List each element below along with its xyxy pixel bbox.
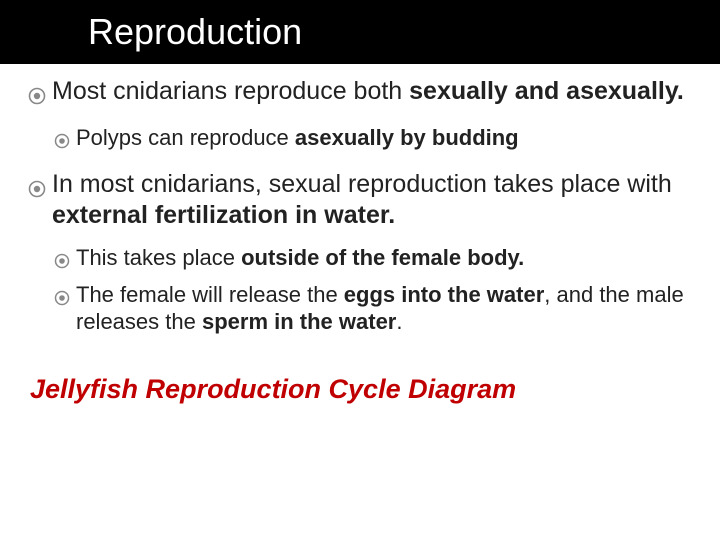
bullet-text: In most cnidarians, sexual reproduction … xyxy=(52,169,692,232)
target-bullet-icon xyxy=(28,83,46,112)
bullet-level1: Most cnidarians reproduce both sexually … xyxy=(28,76,692,112)
text-bold: sperm in the water xyxy=(202,309,396,334)
text-bold: outside of the female body. xyxy=(241,245,524,270)
slide-content: Most cnidarians reproduce both sexually … xyxy=(0,64,720,405)
target-bullet-icon xyxy=(28,176,46,205)
sub-bullet-group: This takes place outside of the female b… xyxy=(28,238,692,350)
text-plain: In most cnidarians, sexual reproduction … xyxy=(52,170,672,198)
target-bullet-icon xyxy=(54,286,70,312)
bullet-level1: In most cnidarians, sexual reproduction … xyxy=(28,169,692,232)
slide-title: Reproduction xyxy=(88,11,302,53)
text-bold: asexually by budding xyxy=(295,125,519,150)
bullet-text: This takes place outside of the female b… xyxy=(76,244,524,272)
text-bold: eggs into the water xyxy=(344,282,544,307)
title-bar: Reproduction xyxy=(0,0,720,64)
sub-bullet-group: Polyps can reproduce asexually by buddin… xyxy=(28,118,692,169)
bullet-level2: The female will release the eggs into th… xyxy=(54,281,692,336)
text-plain: Polyps can reproduce xyxy=(76,125,295,150)
target-bullet-icon xyxy=(54,129,70,155)
text-bold: external fertilization in water. xyxy=(52,201,395,229)
bullet-level2: Polyps can reproduce asexually by buddin… xyxy=(54,124,692,155)
text-bold: sexually and asexually. xyxy=(409,77,684,105)
text-plain: The female will release the xyxy=(76,282,344,307)
text-plain: Most cnidarians reproduce both xyxy=(52,77,409,105)
bullet-text: Polyps can reproduce asexually by buddin… xyxy=(76,124,519,152)
text-plain: This takes place xyxy=(76,245,241,270)
bullet-level2: This takes place outside of the female b… xyxy=(54,244,692,275)
bullet-text: Most cnidarians reproduce both sexually … xyxy=(52,76,684,107)
text-plain: . xyxy=(396,309,402,334)
bullet-text: The female will release the eggs into th… xyxy=(76,281,692,336)
target-bullet-icon xyxy=(54,249,70,275)
diagram-heading: Jellyfish Reproduction Cycle Diagram xyxy=(28,374,692,405)
